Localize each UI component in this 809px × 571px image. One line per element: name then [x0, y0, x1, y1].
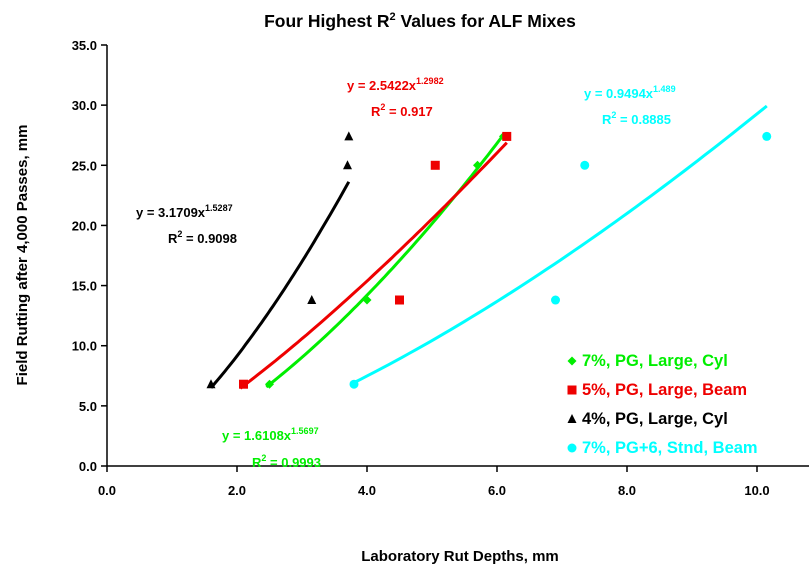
y-tick-label: 35.0	[72, 38, 97, 53]
data-point-series-4	[551, 295, 560, 305]
data-point-series-1	[265, 379, 274, 389]
legend-marker-1	[567, 356, 577, 366]
trendline-series-2	[239, 141, 508, 390]
data-point-series-1	[362, 295, 372, 305]
legend: 7%, PG, Large, Cyl 5%, PG, Large, Beam 4%,…	[567, 352, 758, 457]
x-tick-label: 2.0	[228, 483, 246, 498]
data-point-series-4	[349, 379, 359, 389]
x-tick-label: 10.0	[744, 483, 769, 498]
y-tick-label: 20.0	[72, 218, 97, 233]
data-point-series-3	[206, 379, 216, 389]
chart-title-superscript: 2	[390, 11, 396, 23]
trend-equation-series-1: y = 1.6108x1.5697	[222, 426, 319, 443]
x-axis-label: Laboratory Rut Depths, mm	[361, 548, 559, 565]
legend-marker-3	[567, 414, 577, 423]
data-point-series-4	[580, 160, 590, 170]
data-point-series-1	[473, 160, 482, 170]
legend-label-4: 7%, PG+6, Stnd, Beam	[582, 439, 758, 457]
y-tick-label: 5.0	[79, 399, 97, 414]
x-tick-label: 0.0	[98, 483, 116, 498]
y-axis-label: Field Rutting after 4,000 Passes, mm	[14, 125, 31, 386]
legend-label-1: 7%, PG, Large, Cyl	[582, 352, 728, 370]
data-point-series-3	[307, 295, 317, 305]
data-point-series-2	[239, 379, 248, 389]
r-squared-series-4: R2 = 0.8885	[602, 110, 671, 127]
y-tick-label: 15.0	[72, 279, 97, 294]
data-point-series-2	[430, 160, 440, 170]
legend-marker-4	[567, 443, 577, 453]
r-squared-series-2: R2 = 0.917	[371, 102, 433, 119]
r-squared-series-3: R2 = 0.9098	[168, 229, 237, 246]
y-tick-label: 30.0	[72, 98, 97, 113]
data-point-series-2	[395, 295, 404, 305]
trend-equation-series-4: y = 0.9494x1.489	[584, 84, 676, 101]
chart-title: Four Highest R2 Values for ALF Mixes	[264, 11, 576, 31]
y-tick-label: 0.0	[79, 459, 97, 474]
data-point-series-4	[762, 131, 772, 141]
chart-title-rest: Values for ALF Mixes	[396, 11, 577, 31]
y-tick-label: 25.0	[72, 158, 97, 173]
data-point-series-3	[344, 131, 354, 141]
y-tick-label: 10.0	[72, 339, 97, 354]
legend-label-3: 4%, PG, Large, Cyl	[582, 410, 728, 428]
r-squared-series-1: R2 = 0.9993	[252, 453, 321, 470]
data-point-series-3	[343, 160, 352, 170]
legend-marker-2	[567, 385, 577, 395]
chart-title-main: Four Highest R	[264, 11, 390, 31]
legend-label-2: 5%, PG, Large, Beam	[582, 381, 747, 399]
data-point-series-2	[502, 131, 512, 141]
plot-area: 0.0 5.0 10.0 15.0 20.0 25.0 30.0 35.0 0.0 2.0 4.0 6…	[72, 38, 809, 498]
x-tick-label: 8.0	[618, 483, 636, 498]
trendline-series-4	[353, 104, 768, 384]
trend-equation-series-2: y = 2.5422x1.2982	[347, 76, 444, 93]
x-tick-label: 6.0	[488, 483, 506, 498]
x-tick-label: 4.0	[358, 483, 376, 498]
trendline-series-3	[209, 181, 351, 389]
trend-equation-series-3: y = 3.1709x1.5287	[136, 203, 233, 220]
